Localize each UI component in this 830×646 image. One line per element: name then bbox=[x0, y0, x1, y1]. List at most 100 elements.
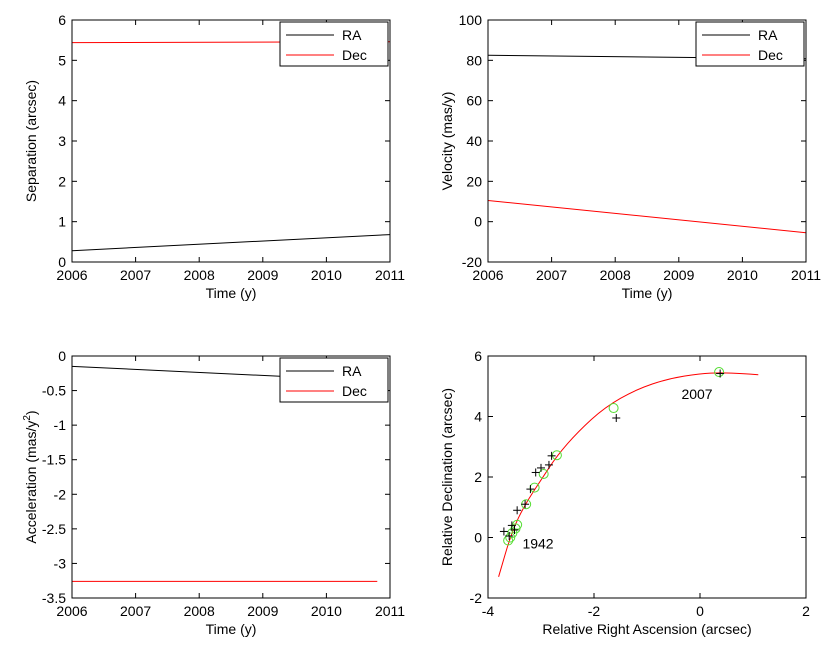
annotation-2007: 2007 bbox=[681, 386, 712, 402]
y-axis-label: Relative Declination (arcsec) bbox=[439, 388, 455, 566]
y-tick-label: 3 bbox=[58, 133, 66, 149]
y-tick-label: 4 bbox=[474, 409, 482, 425]
x-tick-label: 2010 bbox=[311, 603, 342, 619]
legend: RA Dec bbox=[695, 21, 805, 67]
y-tick-label: 0 bbox=[58, 254, 66, 270]
legend-label-ra: RA bbox=[342, 27, 362, 43]
y-tick-label: 5 bbox=[58, 52, 66, 68]
x-axis-label: Time (y) bbox=[622, 285, 673, 301]
y-tick-label: 20 bbox=[466, 173, 482, 189]
observed-point bbox=[521, 500, 530, 509]
orbit-fit-curve bbox=[498, 372, 759, 577]
y-tick-label: 4 bbox=[58, 93, 66, 109]
x-tick-label: 2009 bbox=[247, 603, 278, 619]
x-tick-label: 2010 bbox=[727, 267, 758, 283]
legend: RA Dec bbox=[279, 357, 389, 403]
y-tick-label: 40 bbox=[466, 133, 482, 149]
chart-3: 2006 2007 2008 2009 2010 2011 0 -0.5 -1 -1.5 -2 -2.… bbox=[22, 348, 405, 637]
x-tick-label: 2008 bbox=[184, 603, 215, 619]
series-line-ra bbox=[71, 234, 391, 252]
y-tick-label: 80 bbox=[466, 52, 482, 68]
y-tick-label: 2 bbox=[58, 173, 66, 189]
y-tick-label: 2 bbox=[474, 469, 482, 485]
x-tick-label: -2 bbox=[588, 603, 601, 619]
x-tick-label: 2010 bbox=[311, 267, 342, 283]
axes-box bbox=[487, 355, 807, 599]
model-point bbox=[538, 468, 549, 479]
y-tick-label: -3.5 bbox=[42, 590, 66, 606]
observed-point bbox=[547, 451, 556, 460]
x-tick-label: 2 bbox=[802, 603, 810, 619]
y-tick-label: -0.5 bbox=[42, 383, 66, 399]
legend-label-dec: Dec bbox=[342, 47, 367, 63]
x-tick-label: 2011 bbox=[375, 603, 405, 619]
observed-point bbox=[544, 460, 553, 469]
observed-point bbox=[510, 525, 519, 534]
y-tick-label: 60 bbox=[466, 93, 482, 109]
y-tick-label: -1.5 bbox=[42, 452, 66, 468]
x-tick-label: 0 bbox=[696, 603, 704, 619]
x-tick-label: 2008 bbox=[184, 267, 215, 283]
model-point bbox=[608, 403, 619, 414]
y-tick-label: -20 bbox=[462, 254, 482, 270]
y-axis-label: Acceleration (mas/y2) bbox=[22, 410, 39, 543]
y-tick-label: 6 bbox=[474, 348, 482, 364]
model-point bbox=[512, 519, 523, 530]
y-tick-label: -1 bbox=[54, 417, 67, 433]
observed-point bbox=[505, 531, 514, 540]
series-line-dec bbox=[487, 199, 807, 234]
x-tick-label: 2006 bbox=[56, 267, 87, 283]
observed-point bbox=[716, 369, 725, 378]
y-tick-label: -3 bbox=[54, 555, 67, 571]
axes-box bbox=[71, 19, 391, 263]
chart-2: 2006 2007 2008 2009 2010 2011 -20 0 20 40 60 80 100 R… bbox=[439, 12, 821, 301]
x-axis-label: Relative Right Ascension (arcsec) bbox=[542, 621, 751, 637]
x-axis-label: Time (y) bbox=[206, 621, 257, 637]
legend-label-dec: Dec bbox=[342, 383, 367, 399]
x-tick-label: 2009 bbox=[247, 267, 278, 283]
y-tick-label: 1 bbox=[58, 214, 66, 230]
y-tick-label: 0 bbox=[58, 348, 66, 364]
y-tick-label: 0 bbox=[474, 530, 482, 546]
y-tick-label: -2.5 bbox=[42, 521, 66, 537]
x-tick-label: 2006 bbox=[472, 267, 503, 283]
observed-point bbox=[513, 506, 522, 515]
annotation-1942: 1942 bbox=[522, 536, 553, 552]
axes-box bbox=[487, 19, 807, 263]
x-tick-label: 2007 bbox=[120, 267, 151, 283]
plot-area bbox=[488, 356, 806, 598]
x-tick-label: 2011 bbox=[791, 267, 821, 283]
x-axis-label: Time (y) bbox=[206, 285, 257, 301]
chart-1: 2006 2007 2008 2009 2010 2011 0 1 2 3 4 5 6 RA Dec Time… bbox=[23, 12, 405, 301]
axes-box bbox=[71, 355, 391, 599]
x-tick-label: 2007 bbox=[536, 267, 567, 283]
observed-point bbox=[499, 527, 508, 536]
model-point bbox=[551, 450, 562, 461]
legend-label-ra: RA bbox=[342, 363, 362, 379]
x-tick-label: 2007 bbox=[120, 603, 151, 619]
x-tick-label: 2011 bbox=[375, 267, 405, 283]
legend-box bbox=[695, 21, 805, 67]
legend: RA Dec bbox=[279, 21, 389, 67]
y-tick-label: -2 bbox=[54, 486, 67, 502]
y-axis-label: Velocity (mas/y) bbox=[439, 92, 455, 191]
observed-point bbox=[526, 485, 535, 494]
observed-point bbox=[507, 521, 516, 530]
y-tick-label: 0 bbox=[474, 214, 482, 230]
y-axis-label: Separation (arcsec) bbox=[23, 80, 39, 202]
model-point bbox=[714, 367, 725, 378]
observed-point bbox=[612, 414, 621, 423]
legend-box bbox=[279, 357, 389, 403]
observed-point bbox=[531, 468, 540, 477]
legend-label-ra: RA bbox=[758, 27, 778, 43]
legend-box bbox=[279, 21, 389, 67]
y-tick-label: -2 bbox=[470, 590, 483, 606]
x-tick-label: 2006 bbox=[56, 603, 87, 619]
x-tick-label: -4 bbox=[482, 603, 495, 619]
x-tick-label: 2008 bbox=[600, 267, 631, 283]
y-tick-label: 100 bbox=[459, 12, 483, 28]
y-tick-label: 6 bbox=[58, 12, 66, 28]
observed-point bbox=[537, 463, 545, 472]
